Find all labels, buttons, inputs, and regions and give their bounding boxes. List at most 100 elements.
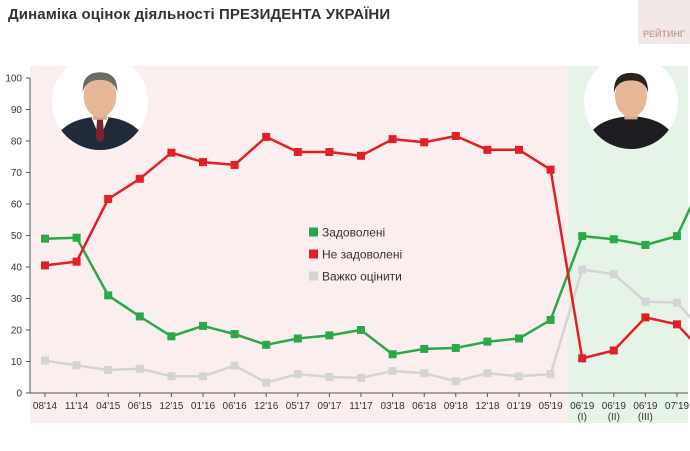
data-point [230,361,239,370]
series-group [41,131,690,387]
data-point [609,346,618,355]
data-point [578,265,587,274]
data-point [673,298,681,307]
x-tick-label: 06'19 [602,401,627,412]
data-point [673,232,681,241]
data-point [262,132,271,141]
data-point [641,313,650,322]
data-point [293,370,302,379]
x-tick-label: 12'16 [254,401,279,412]
x-tick-label: 01'16 [191,401,216,412]
data-point [546,165,555,174]
data-point [325,148,334,157]
data-point [135,364,144,373]
data-point [451,377,460,386]
x-tick-label: (II) [608,412,620,423]
x-tick-label: 12'15 [159,401,184,412]
data-point [72,361,81,370]
x-tick-label: 07'19 [665,401,690,412]
data-point [515,145,523,154]
y-tick-label: 40 [11,263,23,274]
x-tick-label: (I) [577,412,586,423]
data-point [515,334,523,343]
portrait-hair [82,72,118,93]
data-point [483,369,492,378]
data-point [104,194,113,203]
y-tick-label: 30 [11,294,23,305]
data-point [609,270,618,279]
data-point [515,372,523,381]
x-tick-label: 12'18 [475,401,500,412]
x-tick-label: 09'18 [444,401,469,412]
x-tick-label: 08'14 [33,401,58,412]
data-point [167,148,176,157]
data-point [167,332,176,341]
data-point [641,240,650,249]
legend-swatch [309,271,318,281]
data-point [578,232,587,241]
x-tick-label: 11'14 [65,401,89,412]
data-point [325,331,334,340]
series-0 [41,205,690,359]
data-point [357,326,365,334]
data-point [72,257,81,266]
x-tick-label: 06'18 [412,401,437,412]
series-line [44,134,690,360]
y-tick-label: 20 [11,326,23,337]
data-point [104,366,113,375]
portrait-face [615,75,647,118]
data-point [41,234,49,243]
data-point [641,297,650,306]
x-tick-label: 06'19 [633,401,658,412]
chart-title: Динаміка оцінок діяльності ПРЕЗИДЕНТА УК… [8,6,391,23]
data-point [262,340,271,349]
zelensky-portrait [584,55,678,149]
data-point [230,330,239,339]
data-point [673,320,681,329]
portrait-tie [95,119,105,143]
data-point [167,372,176,381]
data-point [388,350,397,359]
axes: 0 10 20 30 40 50 60 70 80 90 100 08'14 11'14 04'15 06'… [5,74,690,424]
x-tick-label: 06'16 [223,401,248,412]
data-point [230,160,239,169]
data-point [609,235,618,244]
legend-swatch [309,249,318,259]
data-point [293,148,302,157]
series-2 [41,265,690,387]
data-point [135,312,144,321]
x-tick-label: (III) [638,412,653,423]
data-point [135,174,144,183]
data-point [357,151,365,160]
data-point [104,291,113,300]
y-tick-label: 10 [11,357,23,368]
legend-label: Важко оцінити [322,270,402,284]
x-tick-label: 11'17 [349,401,373,412]
series-1 [41,131,690,363]
poroshenko-portrait [52,54,148,150]
data-point [262,378,271,387]
y-tick-label: 50 [11,231,23,242]
data-point [388,366,397,375]
x-tick-label: 06'15 [128,401,153,412]
data-point [451,343,460,352]
y-tick-label: 80 [11,137,23,148]
data-point [578,354,587,363]
y-tick-label: 0 [16,389,22,400]
data-point [483,145,492,154]
data-point [420,344,429,353]
data-point [420,138,429,147]
y-tick-label: 100 [5,74,22,85]
data-point [41,356,49,365]
data-point [199,321,207,330]
data-point [41,261,49,270]
data-point [357,373,365,382]
data-point [483,337,492,346]
data-point [325,372,334,381]
x-tick-label: 05'19 [539,401,564,412]
series-line [44,205,690,356]
data-point [546,315,555,324]
y-tick-label: 90 [11,105,23,116]
